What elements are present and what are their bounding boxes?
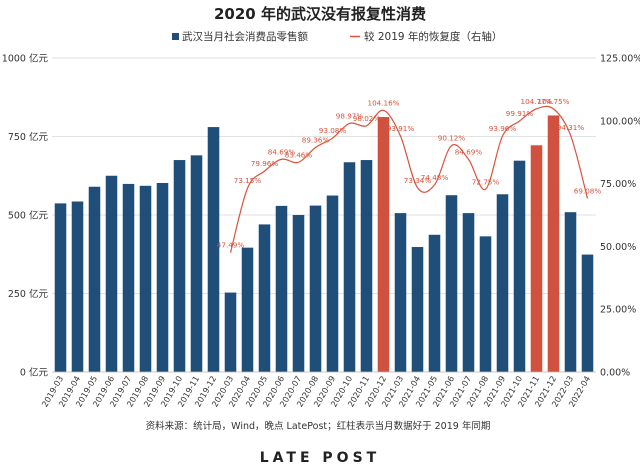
recovery-label: 104.16%: [368, 98, 400, 107]
bar: [207, 127, 220, 372]
right-tick-label: 0.00%: [600, 368, 630, 379]
bar: [326, 195, 339, 372]
legend-bar-label: 武汉当月社会消费品零售额: [182, 30, 308, 43]
recovery-label: 93.96%: [489, 124, 517, 133]
recovery-label: 93.08%: [319, 126, 347, 135]
bar: [343, 162, 356, 372]
recovery-line-path: [229, 105, 589, 253]
bar: [479, 236, 492, 372]
bar: [54, 203, 67, 372]
recovery-label: 47.49%: [217, 241, 245, 250]
brand-logo: LATE POST: [260, 450, 380, 466]
bar: [496, 194, 509, 372]
bar: [224, 292, 237, 372]
legend: 武汉当月社会消费品零售额 较 2019 年的恢复度（右轴）: [172, 30, 502, 43]
recovery-label: 93.91%: [387, 124, 415, 133]
bar: [462, 213, 475, 372]
bar: [513, 160, 526, 372]
right-tick-label: 75.00%: [600, 179, 636, 190]
bar: [71, 201, 84, 372]
right-tick-label: 100.00%: [600, 116, 640, 127]
bar: [445, 195, 458, 372]
recovery-label: 74.48%: [421, 173, 449, 182]
recovery-label: 104.75%: [538, 97, 570, 106]
bar: [377, 117, 390, 372]
bar: [105, 175, 118, 372]
bar: [190, 155, 203, 372]
bar: [530, 145, 543, 372]
bar: [122, 183, 135, 372]
recovery-label: 90.12%: [438, 134, 466, 143]
bar: [428, 234, 441, 372]
recovery-label: 79.96%: [251, 159, 279, 168]
legend-bar-swatch: [172, 33, 179, 40]
recovery-label: 98.97%: [336, 111, 364, 120]
recovery-label: 69.08%: [574, 186, 602, 195]
source-note: 资料来源：统计局，Wind，晚点 LatePost；红柱表示当月数据好于 201…: [146, 420, 491, 432]
bar: [547, 115, 560, 372]
recovery-label: 73.34%: [404, 176, 432, 185]
recovery-label: 98.02%: [353, 114, 381, 123]
bar: [394, 213, 407, 372]
left-axis: 0 亿元 250 亿元 500 亿元 750 亿元 1000 亿元: [2, 53, 49, 379]
bars: [54, 115, 594, 372]
recovery-label: 94.31%: [557, 123, 585, 132]
right-tick-label: 50.00%: [600, 242, 636, 253]
right-axis: 0.00% 25.00% 50.00% 75.00% 100.00% 125.00%: [600, 54, 640, 379]
recovery-label: 72.75%: [472, 177, 500, 186]
bar: [88, 186, 101, 372]
chart-title: 2020 年的武汉没有报复性消费: [214, 5, 426, 23]
recovery-label: 84.69%: [455, 147, 483, 156]
left-tick-label: 750 亿元: [8, 131, 49, 143]
bar: [173, 160, 186, 372]
bar: [564, 212, 577, 372]
recovery-labels: 47.49%73.15%79.96%84.69%83.46%89.36%93.0…: [217, 97, 602, 250]
bar: [411, 247, 424, 372]
left-tick-label: 500 亿元: [8, 210, 49, 222]
bar: [292, 215, 305, 372]
bar: [258, 224, 271, 372]
left-tick-label: 0 亿元: [20, 367, 49, 379]
bar: [241, 247, 254, 372]
recovery-label: 104.77%: [521, 97, 553, 106]
legend-line-label: 较 2019 年的恢复度（右轴）: [364, 30, 502, 43]
recovery-line: [229, 105, 589, 253]
recovery-label: 73.15%: [234, 176, 262, 185]
left-tick-label: 1000 亿元: [2, 53, 49, 65]
bar: [156, 182, 169, 372]
recovery-label: 89.36%: [302, 136, 330, 145]
recovery-label: 99.91%: [506, 109, 534, 118]
recovery-label: 83.46%: [285, 150, 313, 159]
right-tick-label: 125.00%: [600, 54, 640, 65]
right-tick-label: 25.00%: [600, 305, 636, 316]
x-axis: 2019-032019-042019-052019-062019-072019-…: [39, 371, 596, 409]
recovery-label: 84.69%: [268, 147, 296, 156]
bar: [581, 254, 594, 372]
bar: [275, 205, 288, 372]
left-tick-label: 250 亿元: [8, 288, 49, 300]
bar: [309, 205, 322, 372]
bar: [360, 160, 373, 372]
bar: [139, 185, 152, 372]
